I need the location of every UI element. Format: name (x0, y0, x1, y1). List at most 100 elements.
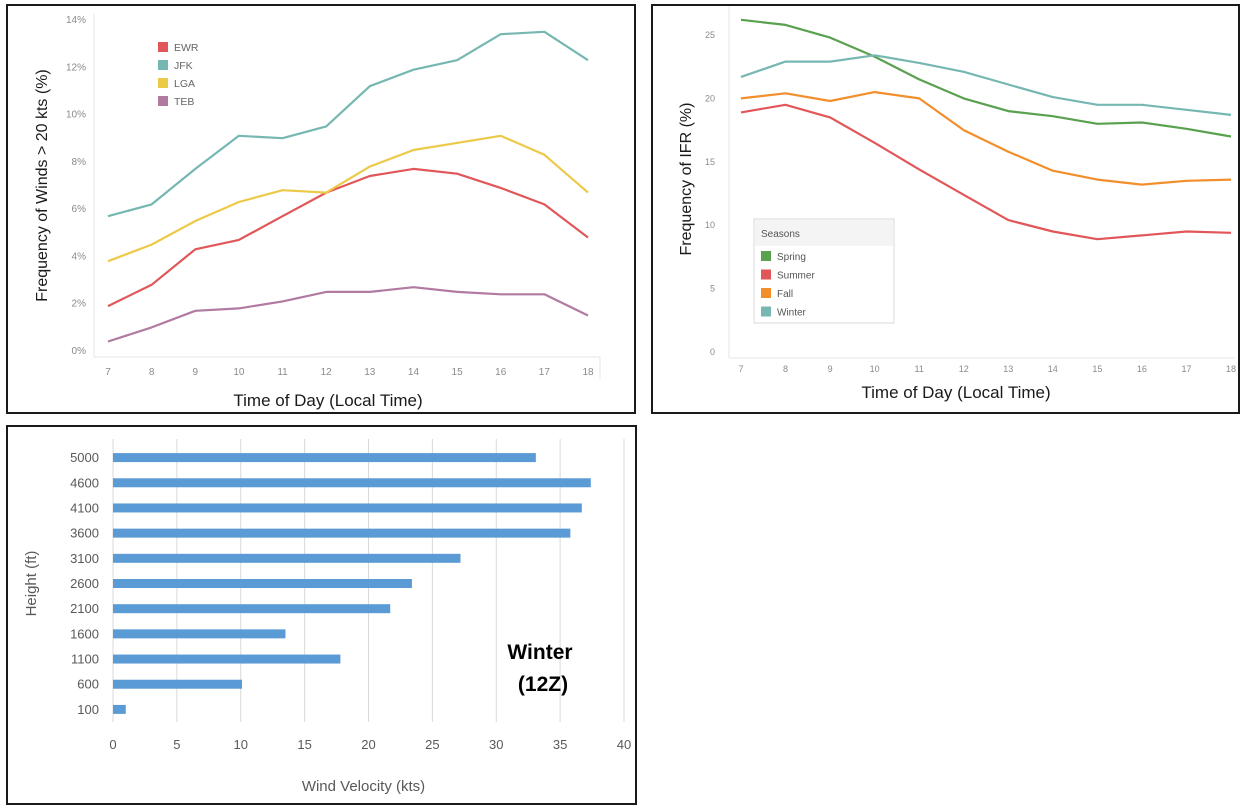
y-tick-label: 20 (705, 93, 715, 103)
chart-ifr-frequency: 0 5 10 15 20 25 7 8 9 10 11 12 13 14 15 16 17 18 Seasons Sp… (678, 6, 1236, 402)
x-tick-label: 9 (192, 367, 198, 378)
panel-ifr-frequency: 0 5 10 15 20 25 7 8 9 10 11 12 13 14 15 16 17 18 Seasons Sp… (651, 4, 1240, 414)
x-tick-label: 8 (783, 364, 788, 374)
legend-label-spring: Spring (777, 252, 806, 263)
legend-label-winter: Winter (777, 308, 807, 319)
legend-header (755, 220, 893, 246)
y-tick-label: 2% (72, 299, 87, 310)
y-tick-label: 100 (77, 702, 99, 717)
bar-4100 (113, 503, 582, 513)
x-axis-title: Time of Day (Local Time) (233, 391, 422, 410)
legend-swatch-fall (761, 288, 771, 298)
y-tick-label: 5 (710, 284, 715, 294)
y-axis-title: Frequency of IFR (%) (678, 103, 695, 256)
panel-wind-frequency: 0% 2% 4% 6% 8% 10% 12% 14% 7 8 9 10 11 12 13 14 15 16 17 18… (6, 4, 636, 414)
x-tick-label: 14 (1048, 364, 1058, 374)
x-tick-label: 5 (173, 737, 180, 752)
y-tick-label: 2600 (70, 576, 99, 591)
x-tick-label: 12 (959, 364, 969, 374)
y-tick-label: 0 (710, 347, 715, 357)
x-tick-label: 35 (553, 737, 567, 752)
y-tick-label: 3100 (70, 551, 99, 566)
x-tick-label: 13 (1003, 364, 1013, 374)
x-tick-label: 7 (105, 367, 111, 378)
x-tick-label: 40 (617, 737, 631, 752)
y-tick-label: 3600 (70, 526, 99, 541)
x-tick-label: 18 (1226, 364, 1236, 374)
y-tick-label: 6% (72, 204, 87, 215)
y-tick-label: 4100 (70, 500, 99, 515)
legend-label-summer: Summer (777, 271, 815, 282)
y-tick-label: 1100 (71, 652, 99, 667)
legend-swatch-lga (158, 78, 168, 88)
chart-wind-velocity: 0 5 10 15 20 25 30 35 40 100 600 1100 1600 2100 2600 31… (23, 439, 631, 795)
legend-swatch-winter (761, 306, 771, 317)
legend-label-ewr: EWR (174, 42, 199, 54)
x-tick-label: 14 (408, 367, 420, 378)
series-line-teb (107, 286, 589, 343)
bar-2100 (113, 604, 391, 614)
y-tick-label: 14% (66, 15, 86, 26)
legend-label-jfk: JFK (174, 60, 193, 72)
x-tick-label: 11 (277, 367, 288, 378)
x-tick-label: 10 (233, 367, 245, 378)
x-tick-label: 13 (364, 367, 376, 378)
panel-wind-velocity: 0 5 10 15 20 25 30 35 40 100 600 1100 1600 2100 2600 31… (6, 425, 637, 805)
y-tick-label: 600 (77, 677, 99, 692)
chart-wind-frequency: 0% 2% 4% 6% 8% 10% 12% 14% 7 8 9 10 11 12 13 14 15 16 17 18… (34, 14, 601, 410)
x-axis-title: Wind Velocity (kts) (302, 778, 425, 795)
x-tick-label: 0 (109, 737, 116, 752)
y-tick-label: 12% (66, 62, 86, 73)
x-tick-label: 7 (738, 364, 743, 374)
x-tick-label: 11 (915, 364, 924, 374)
y-tick-label: 4% (72, 251, 87, 262)
bar-5000 (113, 453, 536, 463)
x-tick-label: 10 (870, 364, 880, 374)
x-tick-label: 15 (452, 367, 464, 378)
x-tick-label: 18 (582, 367, 594, 378)
series-line-summer (740, 103, 1232, 241)
x-tick-label: 10 (234, 737, 248, 752)
y-axis-title: Frequency of Winds > 20 kts (%) (34, 69, 51, 302)
y-tick-label: 5000 (70, 450, 99, 465)
legend-title: Seasons (761, 229, 800, 240)
series-line-spring (740, 18, 1232, 138)
series-line-ewr (107, 167, 589, 308)
legend-label-lga: LGA (174, 78, 195, 90)
x-tick-label: 17 (1181, 364, 1191, 374)
x-axis-title: Time of Day (Local Time) (861, 383, 1050, 402)
bar-600 (113, 679, 243, 689)
legend-label-teb: TEB (174, 96, 194, 108)
y-axis-title: Height (ft) (23, 551, 40, 617)
bar-1600 (113, 629, 286, 639)
bar-4600 (113, 478, 591, 488)
legend-label-fall: Fall (777, 289, 793, 300)
series-line-winter (740, 54, 1232, 116)
x-tick-label: 16 (1137, 364, 1147, 374)
bar-3100 (113, 553, 461, 563)
x-tick-label: 15 (1092, 364, 1102, 374)
series-line-fall (740, 90, 1232, 186)
annotation-season: Winter (507, 641, 572, 664)
x-tick-label: 12 (321, 367, 333, 378)
bar-2600 (113, 579, 412, 588)
y-tick-label: 8% (72, 157, 87, 168)
y-tick-label: 10 (705, 220, 715, 230)
x-tick-label: 15 (297, 737, 311, 752)
y-tick-label: 25 (705, 30, 715, 40)
x-tick-label: 25 (425, 737, 439, 752)
x-tick-label: 16 (495, 367, 507, 378)
legend-swatch-spring (761, 251, 771, 261)
x-tick-label: 20 (361, 737, 375, 752)
bar-100 (113, 704, 126, 714)
legend-swatch-summer (761, 269, 771, 280)
annotation-time: (12Z) (518, 673, 568, 696)
y-tick-label: 1600 (70, 626, 99, 641)
x-tick-label: 30 (489, 737, 503, 752)
y-tick-label: 10% (66, 110, 86, 121)
legend-swatch-ewr (158, 42, 168, 52)
x-tick-label: 9 (828, 364, 833, 374)
bar-1100 (113, 654, 341, 664)
x-tick-label: 8 (149, 367, 155, 378)
bar-3600 (113, 528, 571, 538)
